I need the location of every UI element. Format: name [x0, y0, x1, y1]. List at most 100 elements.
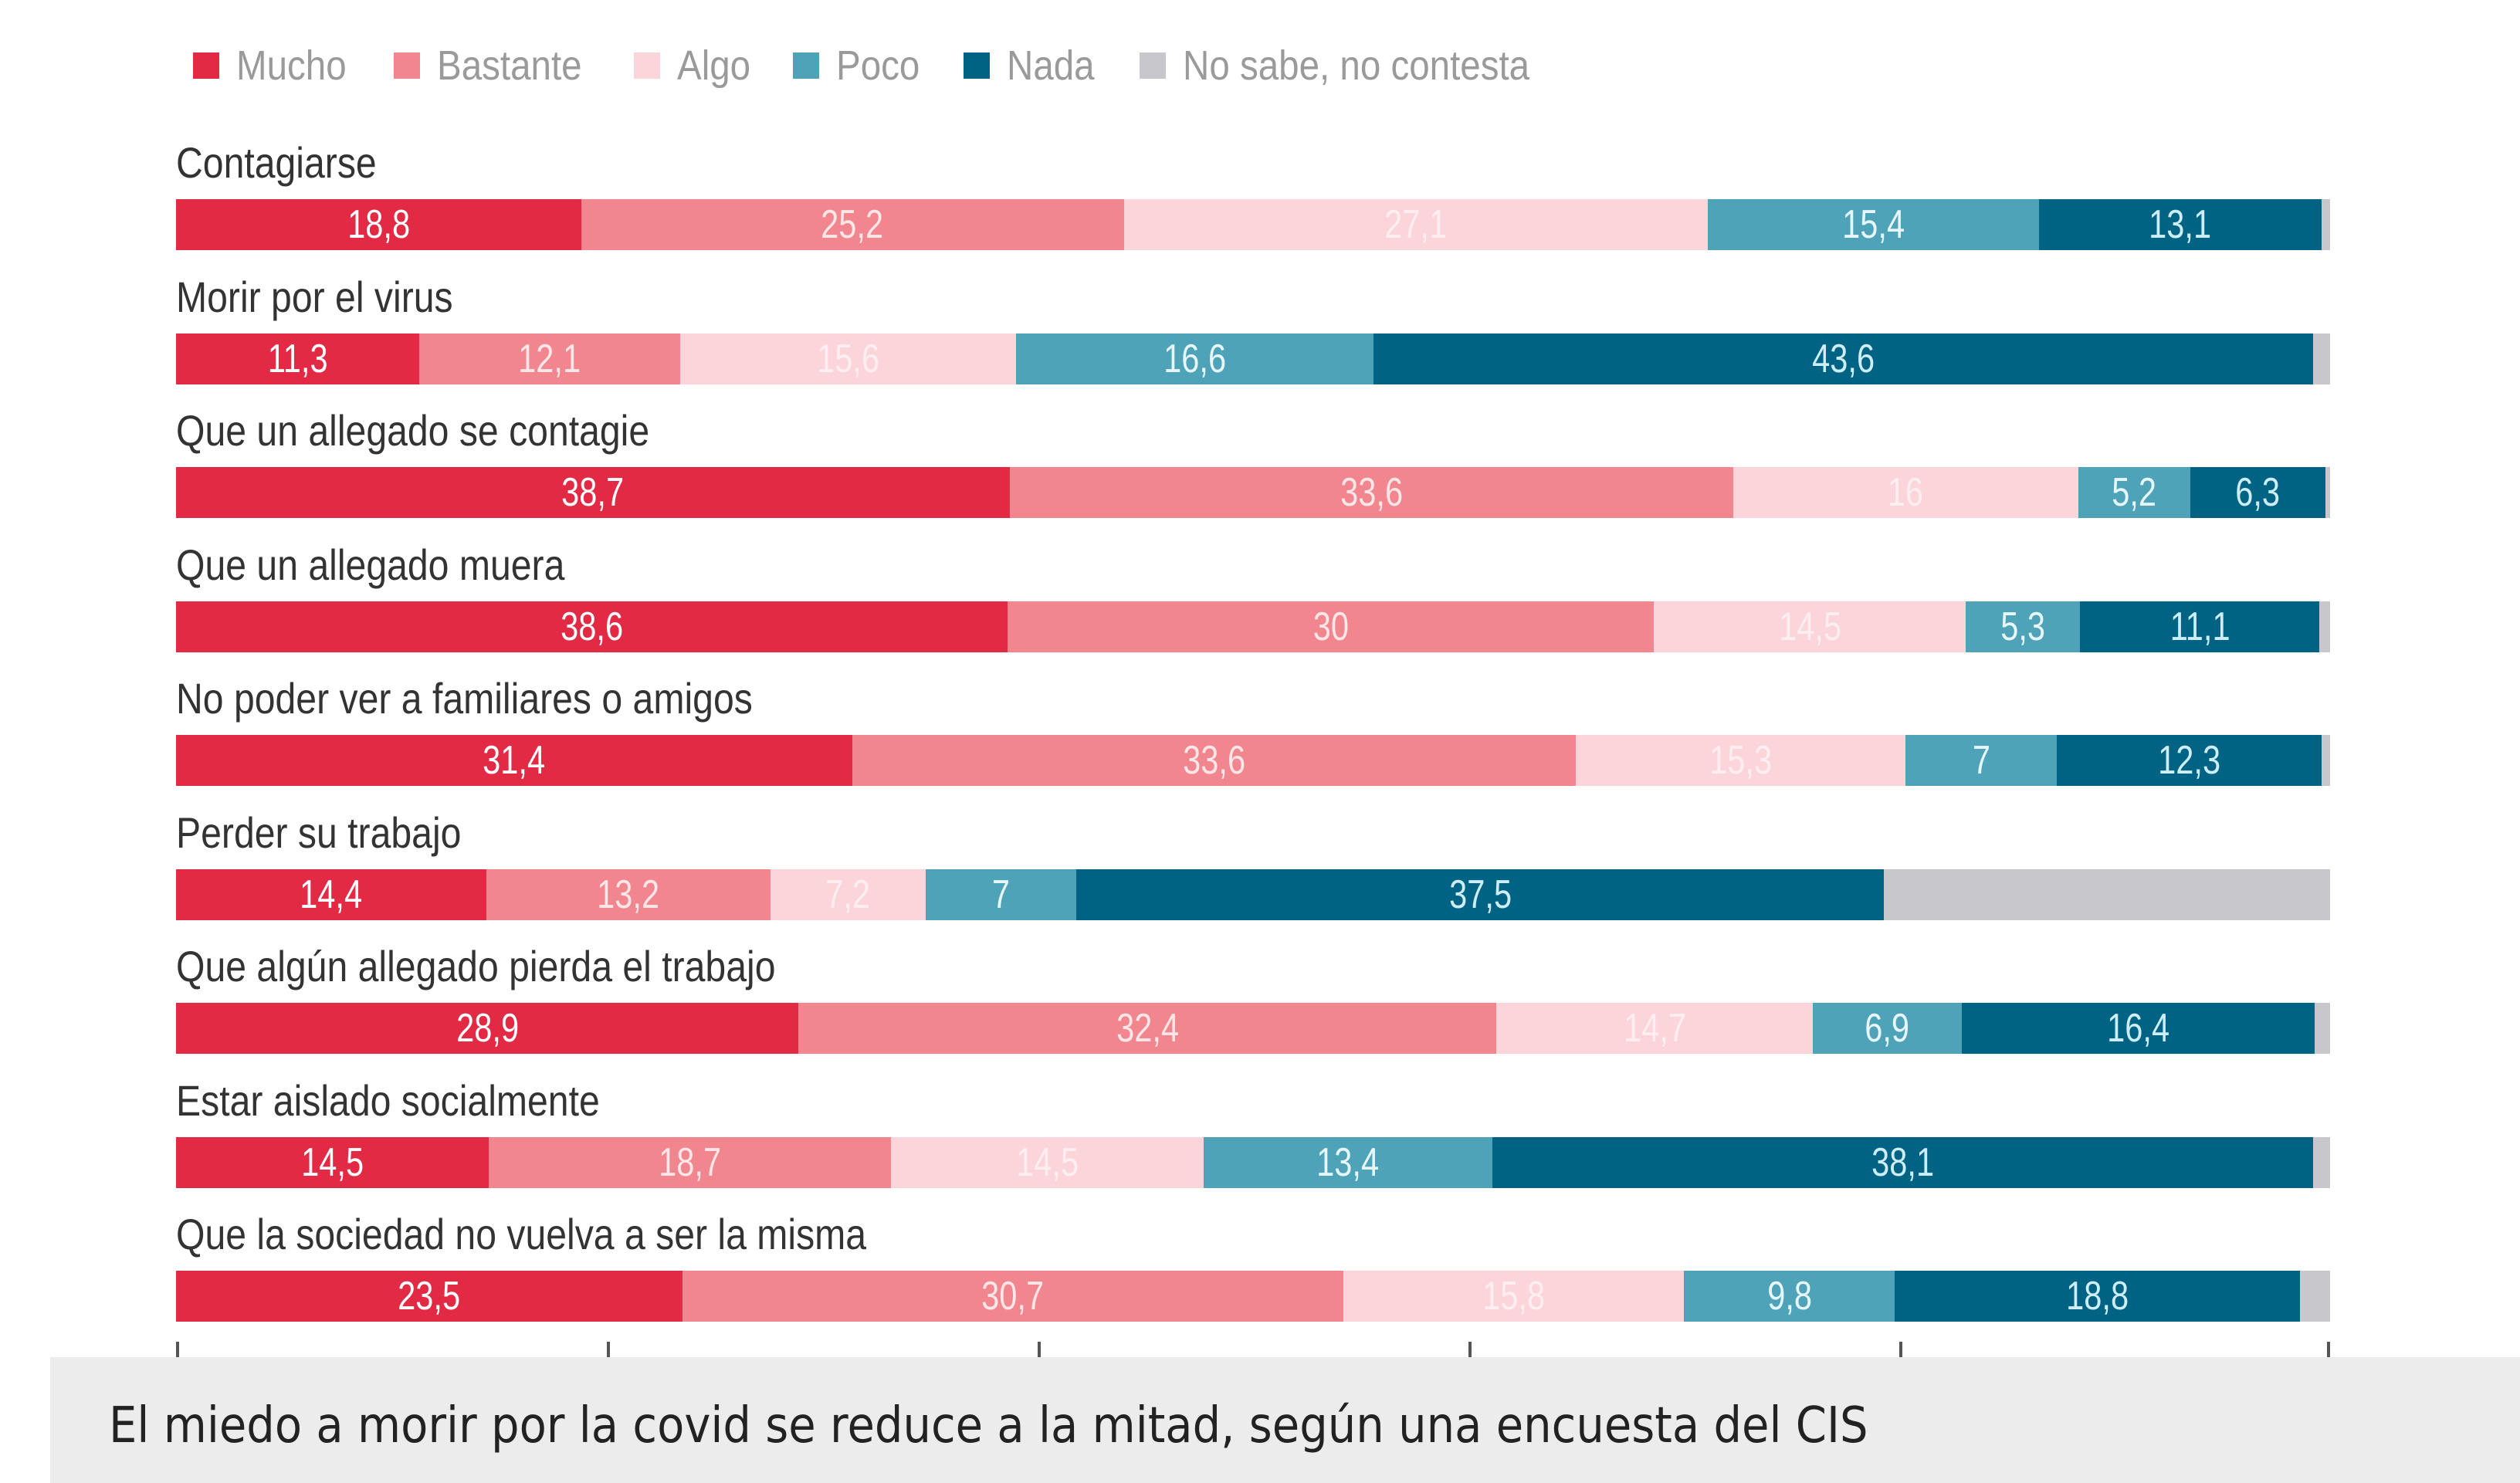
legend: Mucho Bastante Algo Poco Nada No sabe, no con…: [193, 42, 1609, 89]
bar-segment-mucho: 38,7: [176, 467, 1010, 518]
bar-segment-nada: 13,1: [2039, 199, 2322, 250]
bar-segment-mucho: 23,5: [176, 1271, 682, 1322]
legend-item: Poco: [793, 42, 931, 90]
legend-item: Mucho: [193, 42, 361, 90]
legend-item: Algo: [634, 42, 760, 90]
bar-row: Perder su trabajo 14,4 13,2 7,2 7 37,5: [176, 801, 2330, 936]
bar-segment-bastante: 33,6: [852, 735, 1577, 786]
data-label: 6,3: [2235, 470, 2281, 515]
data-label: 28,9: [456, 1006, 519, 1051]
bar-segment-nada: 12,3: [2056, 735, 2322, 786]
legend-label: Mucho: [236, 42, 347, 89]
bar-segment-no-sabe-no-contesta: [1884, 868, 2330, 920]
legend-swatch: [1139, 52, 1166, 79]
data-label: 13,1: [2149, 202, 2212, 247]
bar-row: No poder ver a familiares o amigos 31,4 33…: [176, 667, 2330, 801]
bar-segment-poco: 6,9: [1813, 1003, 1962, 1054]
bar-segment-nada: 6,3: [2190, 467, 2326, 518]
bar-segment-no-sabe-no-contesta: [2321, 199, 2330, 250]
stacked-bar: 31,4 33,6 15,3 7 12,3: [176, 735, 2330, 786]
legend-label: Algo: [677, 42, 751, 89]
data-label: 38,6: [560, 604, 623, 649]
data-label: 11,3: [267, 336, 328, 381]
bar-row: Que un allegado se contagie 38,7 33,6 16 5,2…: [176, 399, 2330, 533]
bar-segment-no-sabe-no-contesta: [2319, 601, 2330, 652]
bar-segment-nada: 38,1: [1492, 1136, 2313, 1188]
caption: El miedo a morir por la covid se reduce …: [109, 1397, 1868, 1454]
bar-row: Que un allegado muera 38,6 30 14,5 5,3 11,1: [176, 533, 2330, 668]
bar-segment-algo: 14,5: [891, 1136, 1204, 1188]
data-label: 14,7: [1623, 1006, 1686, 1051]
data-label: 16,6: [1163, 336, 1227, 381]
stacked-bar: 14,4 13,2 7,2 7 37,5: [176, 868, 2330, 920]
bar-segment-nada: 37,5: [1076, 868, 1885, 920]
legend-swatch: [964, 52, 991, 79]
stacked-bar: 18,8 25,2 27,1 15,4 13,1: [176, 199, 2330, 250]
bar-segment-mucho: 14,4: [176, 868, 486, 920]
stacked-bar: 38,6 30 14,5 5,3 11,1: [176, 601, 2330, 652]
bar-segment-poco: 7: [925, 868, 1077, 920]
legend-swatch: [394, 52, 421, 79]
bar-row: Contagiarse 18,8 25,2 27,1 15,4 13,1: [176, 131, 2330, 266]
bar-segment-algo: 14,7: [1496, 1003, 1814, 1054]
data-label: 15,3: [1709, 738, 1773, 783]
data-label: 25,2: [821, 202, 884, 247]
bar-segment-nada: 16,4: [1961, 1003, 2315, 1054]
data-label: 14,5: [1016, 1139, 1079, 1185]
bar-segment-poco: 5,3: [1966, 601, 2081, 652]
bar-segment-algo: 15,8: [1343, 1271, 1684, 1322]
bar-segment-poco: 9,8: [1683, 1271, 1895, 1322]
bar-segment-bastante: 18,7: [488, 1136, 892, 1188]
bar-segment-no-sabe-no-contesta: [2321, 735, 2330, 786]
data-label: 15,4: [1842, 202, 1905, 247]
category-label: No poder ver a familiares o amigos: [176, 674, 753, 723]
data-label: 13,2: [597, 872, 660, 917]
bar-segment-bastante: 32,4: [798, 1003, 1497, 1054]
x-tick: [607, 1342, 610, 1360]
bar-segment-poco: 16,6: [1016, 333, 1374, 384]
data-label: 12,3: [2157, 738, 2220, 783]
data-label: 14,5: [1778, 604, 1841, 649]
stacked-bar: 23,5 30,7 15,8 9,8 18,8: [176, 1271, 2330, 1322]
stacked-bar-chart: Contagiarse 18,8 25,2 27,1 15,4 13,1 Morir por…: [176, 131, 2330, 1337]
bar-segment-poco: 13,4: [1203, 1136, 1492, 1188]
data-label: 15,6: [816, 336, 879, 381]
bar-segment-algo: 14,5: [1653, 601, 1966, 652]
data-label: 27,1: [1384, 202, 1448, 247]
category-label: Que un allegado muera: [176, 540, 565, 589]
data-label: 14,4: [300, 872, 363, 917]
stacked-bar: 14,5 18,7 14,5 13,4 38,1: [176, 1136, 2330, 1188]
data-label: 30,7: [981, 1274, 1045, 1319]
data-label: 9,8: [1766, 1274, 1812, 1319]
bar-segment-mucho: 18,8: [176, 199, 581, 250]
bar-segment-nada: 11,1: [2080, 601, 2320, 652]
data-label: 15,8: [1482, 1274, 1546, 1319]
data-label: 37,5: [1448, 872, 1512, 917]
category-label: Estar aislado socialmente: [176, 1075, 600, 1125]
bar-segment-no-sabe-no-contesta: [2325, 467, 2330, 518]
category-label: Morir por el virus: [176, 272, 453, 321]
bar-segment-bastante: 13,2: [486, 868, 771, 920]
bar-segment-algo: 16: [1733, 467, 2078, 518]
legend-label: Bastante: [437, 42, 582, 89]
category-label: Que la sociedad no vuelva a ser la misma: [176, 1210, 867, 1258]
bar-segment-nada: 43,6: [1373, 333, 2313, 384]
bar-row: Morir por el virus 11,3 12,1 15,6 16,6 43,6: [176, 266, 2330, 400]
category-label: Perder su trabajo: [176, 808, 462, 857]
bar-segment-poco: 5,2: [2078, 467, 2190, 518]
stacked-bar: 38,7 33,6 16 5,2 6,3: [176, 467, 2330, 518]
bar-segment-bastante: 12,1: [419, 333, 680, 384]
x-tick: [176, 1342, 179, 1360]
stacked-bar: 28,9 32,4 14,7 6,9 16,4: [176, 1003, 2330, 1054]
bar-segment-bastante: 25,2: [581, 199, 1124, 250]
data-label: 5,2: [2112, 470, 2157, 515]
bar-segment-mucho: 14,5: [176, 1136, 489, 1188]
data-label: 32,4: [1116, 1006, 1179, 1051]
bar-segment-nada: 18,8: [1895, 1271, 2300, 1322]
data-label: 38,1: [1871, 1139, 1934, 1185]
data-label: 6,9: [1865, 1006, 1910, 1051]
data-label: 16,4: [2107, 1006, 2170, 1051]
bar-segment-mucho: 38,6: [176, 601, 1008, 652]
caption-band: El miedo a morir por la covid se reduce …: [50, 1357, 2520, 1483]
bar-row: Que la sociedad no vuelva a ser la misma…: [176, 1203, 2330, 1337]
